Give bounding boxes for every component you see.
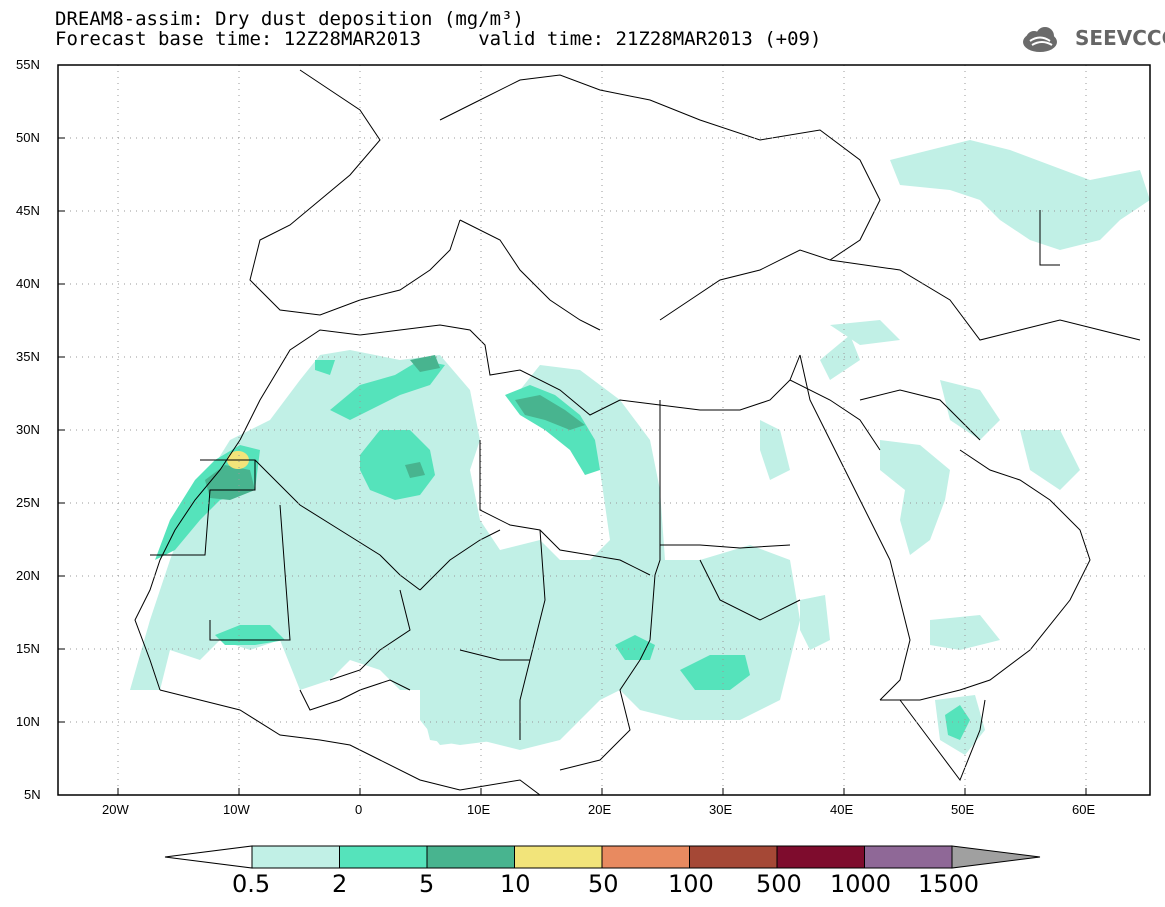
lon-label: 10W	[223, 802, 250, 817]
logo-text: SEEVCCC	[1075, 26, 1165, 50]
axis-ticks	[58, 137, 1087, 795]
lat-label: 30N	[16, 422, 40, 437]
colorbar-swatch	[689, 845, 778, 869]
lat-label: 50N	[16, 130, 40, 145]
lon-label: 50E	[951, 802, 975, 817]
colorbar-swatch	[514, 845, 603, 869]
colorbar-swatch	[251, 845, 340, 869]
colorbar-swatch	[601, 845, 690, 869]
dust-contours	[130, 140, 1150, 755]
lat-label: 5N	[24, 787, 41, 802]
lat-label: 25N	[16, 495, 40, 510]
lat-label: 35N	[16, 349, 40, 364]
lat-label: 40N	[16, 276, 40, 291]
colorbar-over-arrow	[951, 845, 1041, 869]
lat-label: 55N	[16, 57, 40, 72]
colorbar	[164, 845, 1041, 869]
map-title: DREAM8-assim: Dry dust deposition (mg/m³…	[55, 8, 524, 30]
colorbar-swatch	[426, 845, 515, 869]
colorbar-label: 5	[419, 870, 435, 898]
dust-level-0-5	[130, 140, 1150, 755]
map-subtitle: Forecast base time: 12Z28MAR2013 valid t…	[55, 28, 822, 50]
colorbar-swatch	[339, 845, 428, 869]
lat-label: 45N	[16, 203, 40, 218]
country-borders	[134, 69, 1141, 795]
cloud-icon	[1023, 27, 1057, 52]
map-grid	[58, 65, 1150, 795]
lat-label: 15N	[16, 641, 40, 656]
lon-label: 40E	[830, 802, 854, 817]
colorbar-label: 10	[500, 870, 531, 898]
colorbar-label: 1500	[918, 870, 980, 898]
lon-label: 60E	[1072, 802, 1096, 817]
colorbar-label: 2	[332, 870, 348, 898]
colorbar-swatch	[864, 845, 953, 869]
lat-label: 10N	[16, 714, 40, 729]
lon-label: 20E	[588, 802, 612, 817]
lon-label: 30E	[709, 802, 733, 817]
colorbar-label: 100	[668, 870, 714, 898]
colorbar-swatch	[776, 845, 865, 869]
colorbar-label: 1000	[830, 870, 892, 898]
lon-label: 20W	[102, 802, 129, 817]
lon-label: 0	[355, 802, 363, 817]
lat-label: 20N	[16, 568, 40, 583]
colorbar-label: 50	[588, 870, 619, 898]
colorbar-label: 0.5	[232, 870, 271, 898]
colorbar-under-arrow	[164, 845, 253, 869]
lon-label: 10E	[467, 802, 491, 817]
colorbar-label: 500	[756, 870, 802, 898]
